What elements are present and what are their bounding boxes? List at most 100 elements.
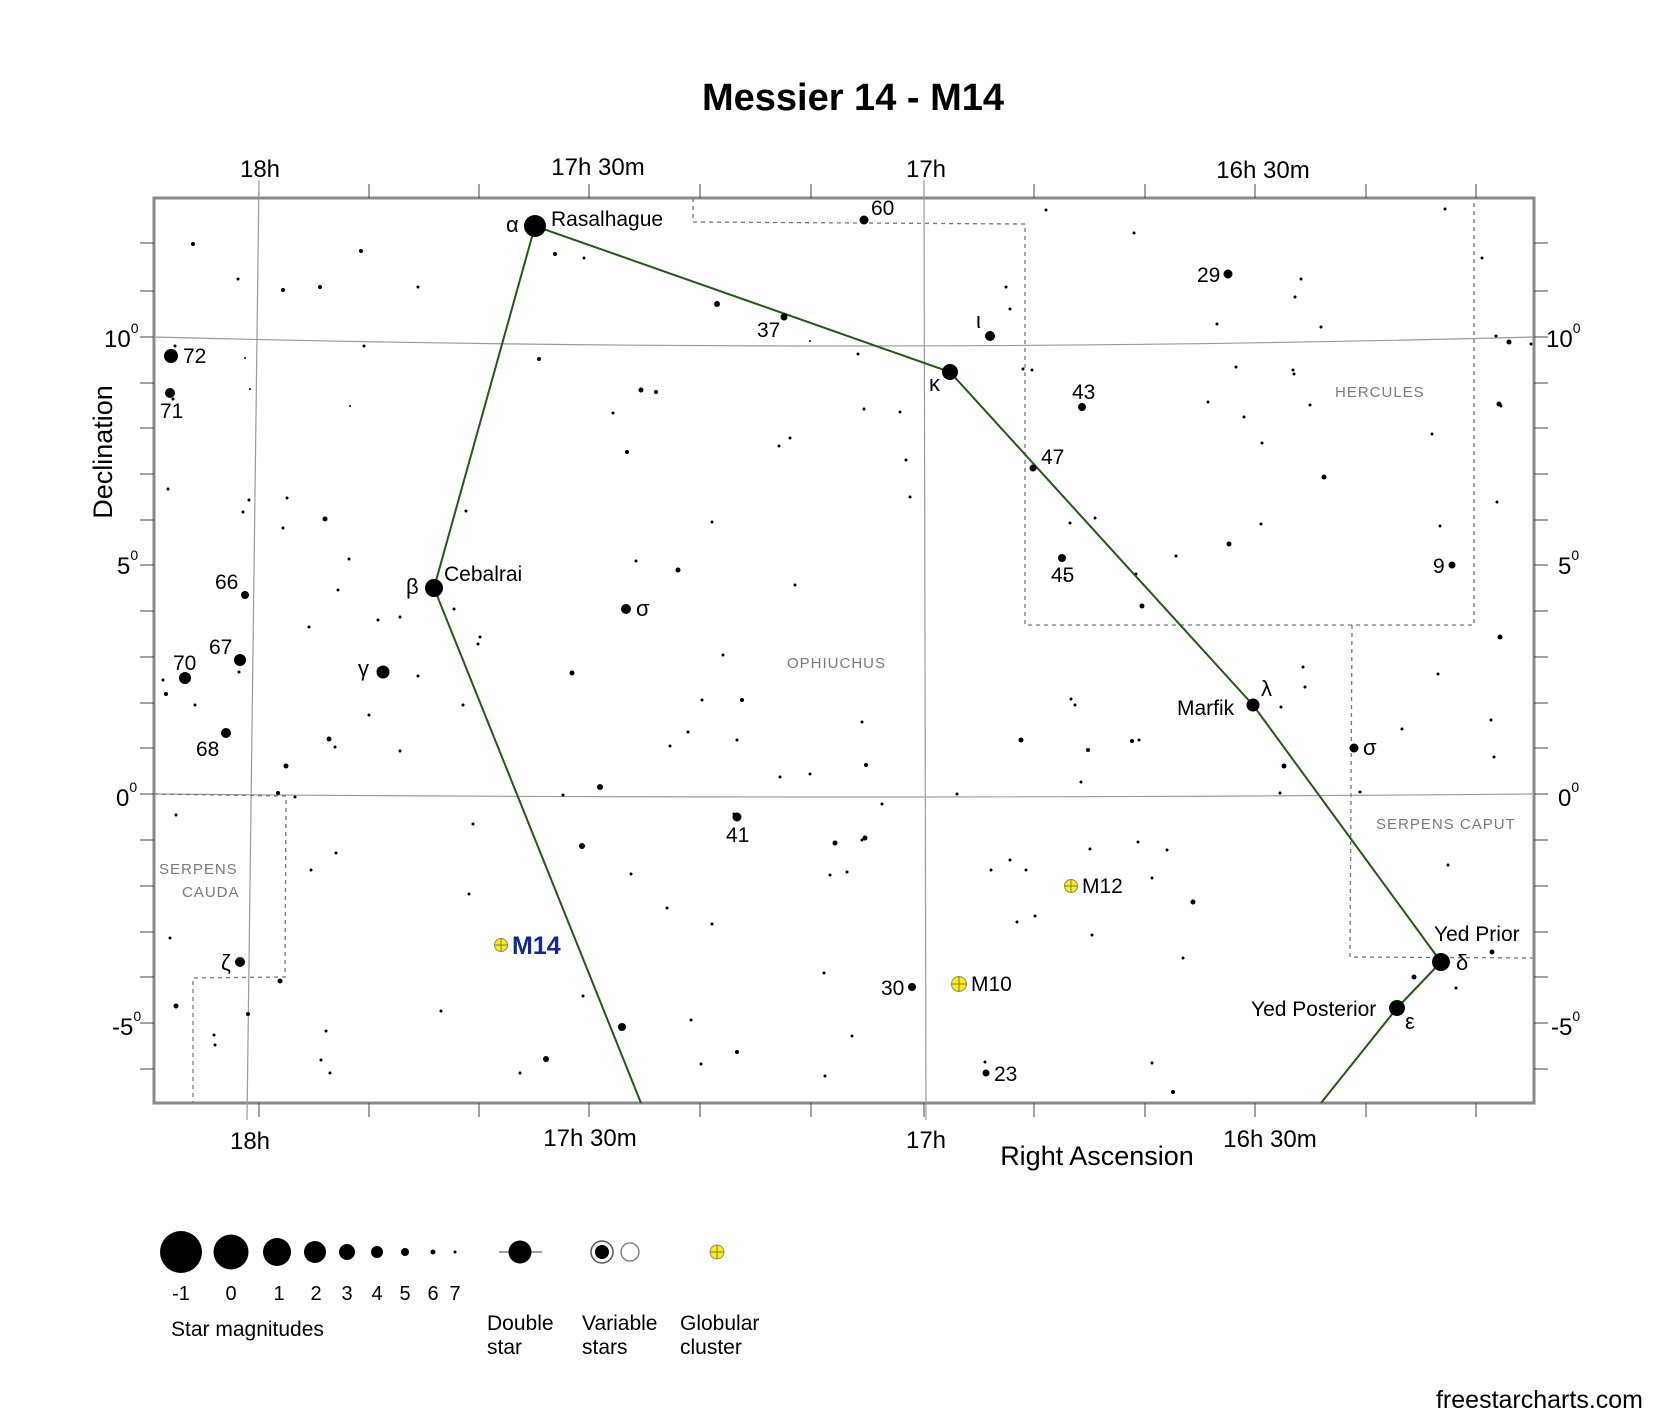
- field-star: [1165, 848, 1169, 852]
- star-iota: [985, 331, 995, 341]
- ra-tick-labels-top: 18h 17h 30m 17h 16h 30m: [240, 154, 1310, 184]
- dec-left-10: 100: [104, 320, 139, 353]
- field-star: [244, 357, 246, 359]
- globular-clusters: M14 M12 M10: [494, 875, 1123, 996]
- ra-bottom-17h30m: 17h 30m: [543, 1125, 636, 1152]
- coordinate-grid: [153, 179, 1535, 1121]
- star-72: [164, 349, 178, 363]
- dec-tick-labels-left: 100 50 00 -50: [104, 320, 141, 1041]
- field-star: [478, 635, 482, 639]
- field-star: [1489, 718, 1493, 722]
- const-ophiuchus: Ophiuchus: [787, 655, 886, 672]
- legend-globular-cluster-icon: [709, 1244, 725, 1260]
- greek-gamma: γ: [358, 656, 369, 681]
- field-star: [467, 892, 471, 896]
- field-stars: [161, 207, 1533, 1094]
- greek-alpha: α: [506, 212, 519, 237]
- field-star: [638, 387, 644, 393]
- field-star: [1303, 685, 1307, 689]
- field-star: [1279, 705, 1283, 709]
- field-star: [322, 516, 328, 522]
- legend-mag-3: 3: [341, 1283, 352, 1305]
- legend-mag-7: 7: [449, 1283, 460, 1305]
- label-37: 37: [757, 319, 780, 342]
- legend-magnitude-dot: [371, 1246, 383, 1258]
- label-m10: M10: [971, 973, 1012, 996]
- field-star: [778, 775, 782, 779]
- star-37: [780, 313, 788, 321]
- star-67: [234, 654, 246, 666]
- field-star: [898, 410, 902, 414]
- constellation-names: Ophiuchus Hercules Serpens Caput Serpens…: [159, 384, 1515, 901]
- field-star: [1150, 876, 1154, 880]
- field-star: [955, 792, 959, 796]
- field-star: [862, 407, 866, 411]
- greek-delta: δ: [1456, 950, 1468, 975]
- const-serpens-cauda-1: Serpens: [159, 861, 238, 878]
- field-star: [1033, 914, 1037, 918]
- field-star: [1438, 524, 1442, 528]
- field-star: [476, 642, 480, 646]
- field-star: [452, 607, 456, 611]
- label-67: 67: [209, 636, 232, 659]
- dec-right-5: 50: [1558, 547, 1579, 580]
- field-star: [1069, 697, 1073, 701]
- field-star: [166, 487, 170, 491]
- field-star: [850, 1034, 854, 1038]
- field-star: [1480, 256, 1484, 260]
- field-star: [416, 674, 420, 678]
- label-45: 45: [1051, 564, 1074, 587]
- field-star: [398, 749, 402, 753]
- legend-variable-star-icon: [590, 1240, 640, 1264]
- field-star: [828, 873, 832, 877]
- field-star: [1063, 576, 1067, 580]
- field-star: [1068, 521, 1072, 525]
- field-star: [439, 1009, 443, 1013]
- legend-magnitude-numbers: -1 0 1 2 3 4 5 6 7: [172, 1283, 460, 1305]
- ra-top-18h: 18h: [240, 156, 280, 183]
- field-star: [579, 843, 585, 849]
- field-star: [597, 784, 603, 790]
- star-47: [1029, 464, 1037, 472]
- star-66: [241, 591, 249, 599]
- field-star: [336, 588, 340, 592]
- field-star: [1234, 365, 1238, 369]
- field-star: [1079, 780, 1083, 784]
- greek-epsilon: ε: [1405, 1009, 1415, 1034]
- label-23: 23: [994, 1063, 1017, 1086]
- field-star: [625, 450, 629, 454]
- dec-tick-labels-right: 100 50 00 -50: [1546, 320, 1581, 1041]
- field-star: [1301, 665, 1305, 669]
- legend-magnitude-dots: [160, 1231, 457, 1273]
- label-60: 60: [871, 197, 894, 220]
- legend-double-2: star: [487, 1336, 522, 1359]
- field-star: [518, 1071, 522, 1075]
- field-star: [1358, 790, 1362, 794]
- legend-magnitude-dot: [453, 1250, 457, 1254]
- field-star: [362, 344, 366, 348]
- frame-ticks: [140, 184, 1548, 1117]
- field-star: [1086, 748, 1090, 752]
- field-star: [334, 851, 338, 855]
- field-star: [171, 397, 175, 401]
- ra-bottom-17h: 17h: [906, 1127, 946, 1154]
- field-star: [237, 670, 241, 674]
- field-star: [864, 763, 868, 767]
- constellation-boundaries: [153, 198, 1535, 1103]
- field-star: [249, 388, 251, 390]
- field-star: [629, 872, 633, 876]
- label-rasalhague: Rasalhague: [551, 208, 663, 231]
- legend-mag-2: 2: [310, 1283, 321, 1305]
- chart-frame: [152, 196, 1536, 1105]
- legend-mag-1: 1: [273, 1283, 284, 1305]
- field-star: [1174, 554, 1178, 558]
- field-star: [1030, 368, 1034, 372]
- field-star: [328, 1071, 332, 1075]
- field-star: [213, 1043, 217, 1047]
- label-47: 47: [1041, 446, 1064, 469]
- field-star: [309, 868, 313, 872]
- field-star: [326, 736, 332, 742]
- field-star: [307, 625, 311, 629]
- legend-magnitude-dot: [430, 1249, 436, 1255]
